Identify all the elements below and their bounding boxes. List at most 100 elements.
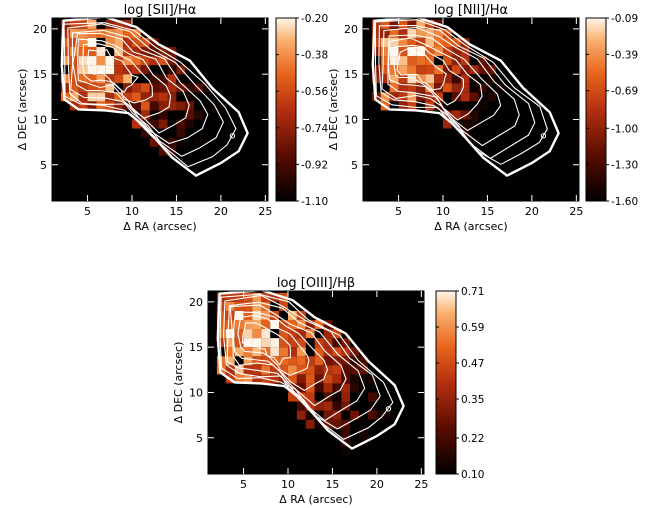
heatmap-cell [376, 419, 386, 429]
heatmap-cell [350, 347, 360, 357]
x-tick-label: 20 [214, 205, 228, 218]
heatmap-cell [149, 101, 159, 111]
heatmap-cell [443, 56, 452, 66]
heatmap-cell [149, 56, 159, 66]
heatmap-cell [350, 437, 360, 447]
colorbar-tick-label: -1.10 [301, 196, 328, 208]
heatmap-cell [123, 56, 132, 66]
contour-line [63, 22, 237, 168]
y-axis-label: Δ DEC (arcsec) [16, 69, 29, 151]
heatmap-cell [398, 37, 408, 47]
heatmap-cell [243, 374, 253, 384]
heatmap-cell [261, 338, 271, 348]
contour-line [67, 23, 225, 157]
colorbar-gradient [435, 290, 457, 475]
heatmap-cell [288, 356, 297, 366]
heatmap-cell [332, 383, 342, 393]
heatmap-cell [229, 110, 239, 120]
heatmap-cell [368, 392, 377, 402]
heatmap-cell [216, 319, 226, 330]
colorbar-gradient [585, 17, 607, 202]
x-tick-label: 15 [325, 478, 339, 491]
heatmap-cell [323, 419, 333, 429]
heatmap-cell [252, 301, 262, 311]
heatmap-cell [270, 374, 280, 384]
x-tick-label: 10 [281, 478, 295, 491]
heatmap-cell [407, 37, 417, 47]
heatmap-cell [87, 92, 97, 102]
heatmap-cell [296, 347, 306, 357]
heatmap-cell [478, 155, 488, 165]
heatmap-cell [87, 46, 97, 57]
heatmap-cell [185, 137, 195, 147]
heatmap-cell [105, 37, 115, 47]
y-tick-label: 20 [33, 23, 47, 36]
heatmap-cell [279, 329, 288, 339]
heatmap-cell [243, 338, 253, 348]
heatmap-cell [305, 401, 315, 411]
heatmap-cell [460, 92, 470, 102]
heatmap-cell [487, 101, 497, 111]
heatmap-cell [78, 19, 88, 29]
heatmap-cell [270, 292, 280, 302]
heatmap-cell [407, 19, 417, 29]
heatmap-cell [216, 310, 226, 320]
heatmap-cell [158, 74, 168, 84]
heatmap-cell [469, 83, 479, 93]
heatmap-cell [216, 338, 226, 348]
heatmap-cell [380, 74, 390, 84]
heatmap-cell [359, 401, 368, 411]
heatmap-cell [261, 365, 271, 375]
heatmap-cell [87, 56, 97, 66]
heatmap-cell [140, 92, 150, 102]
heatmap-cell [132, 92, 141, 102]
heatmap-cell [398, 56, 408, 66]
contour-line [223, 294, 381, 430]
heatmap-cell [380, 19, 390, 29]
heatmap-cell [531, 146, 541, 156]
x-tick-label: 25 [569, 205, 583, 218]
heatmap-cell [523, 155, 532, 165]
heatmap-cell [460, 119, 470, 129]
heatmap-cell [69, 28, 79, 38]
heatmap-cell [425, 28, 435, 38]
heatmap-cell [505, 137, 515, 147]
heatmap-cell [416, 19, 426, 29]
heatmap-cell [460, 101, 470, 111]
heatmap-cell [132, 28, 141, 38]
heatmap-cell [478, 146, 488, 156]
heatmap-cell [158, 128, 168, 138]
heatmap-cell [140, 65, 150, 75]
heatmap-cell [323, 437, 333, 447]
heatmap-cell [243, 365, 253, 375]
heatmap-cell [149, 74, 159, 84]
heatmap-cell [314, 374, 324, 384]
heatmap-cell [185, 65, 195, 75]
heatmap-cell [478, 128, 488, 138]
heatmap-cell [270, 347, 280, 357]
heatmap-cell [176, 92, 186, 102]
heatmap-cell [323, 410, 333, 420]
heatmap-cell [380, 46, 390, 57]
heatmap-cell [243, 319, 253, 330]
heatmap-cell [140, 137, 150, 147]
heatmap-cell [523, 110, 532, 120]
heatmap-cell [158, 137, 168, 147]
heatmap-cell [243, 329, 253, 339]
heatmap-cell [69, 46, 79, 57]
heatmap-cell [288, 310, 297, 320]
x-axis-label: Δ RA (arcsec) [434, 220, 507, 233]
heatmap-cell [288, 392, 297, 402]
heatmap-cell [332, 419, 342, 429]
heatmap-cell [434, 28, 443, 38]
heatmap-cell [194, 173, 204, 183]
heatmap-cell [368, 428, 377, 438]
heatmap-cell [132, 101, 141, 111]
contour-line [219, 293, 394, 440]
heatmap-cell [158, 119, 168, 129]
plot-frame [51, 17, 269, 202]
heatmap-cell [505, 92, 515, 102]
heatmap-cell [341, 401, 351, 411]
x-tick-label: 25 [258, 205, 272, 218]
heatmap-cell [296, 319, 306, 330]
